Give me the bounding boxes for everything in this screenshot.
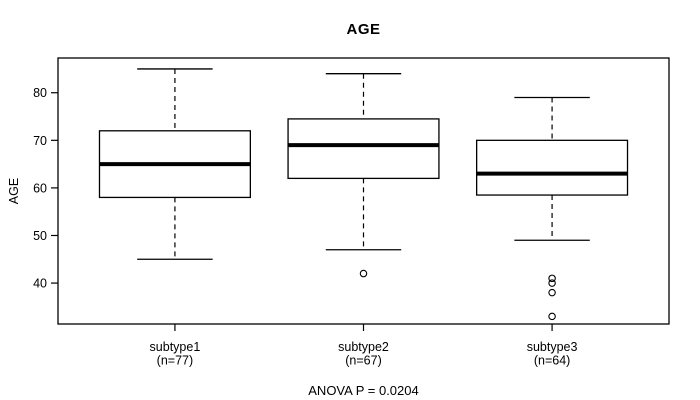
y-tick-label: 70 — [33, 134, 47, 148]
y-tick-label: 80 — [33, 86, 47, 100]
x-category-label: subtype2 — [338, 340, 389, 354]
x-category-label: subtype3 — [527, 340, 578, 354]
x-category-label: subtype1 — [150, 340, 201, 354]
outlier-point — [359, 269, 368, 278]
boxplot-group-subtype3 — [475, 96, 629, 321]
outlier-point — [548, 279, 556, 287]
x-category-sublabel: (n=64) — [534, 354, 570, 368]
iqr-box — [287, 118, 440, 180]
outlier-point — [548, 288, 556, 297]
x-category-sublabel: (n=67) — [345, 354, 381, 368]
outlier-point — [548, 274, 556, 283]
x-category-sublabel: (n=77) — [157, 354, 193, 368]
y-tick-label: 40 — [33, 277, 47, 291]
boxplot-group-subtype2 — [287, 73, 440, 278]
chart-title: AGE — [346, 21, 381, 38]
y-tick-label: 60 — [33, 181, 47, 195]
boxplot-group-subtype1 — [98, 68, 252, 260]
anova-annotation: ANOVA P = 0.0204 — [308, 383, 419, 398]
y-tick-label: 50 — [33, 229, 47, 243]
iqr-box — [475, 139, 629, 196]
outlier-point — [548, 312, 556, 321]
